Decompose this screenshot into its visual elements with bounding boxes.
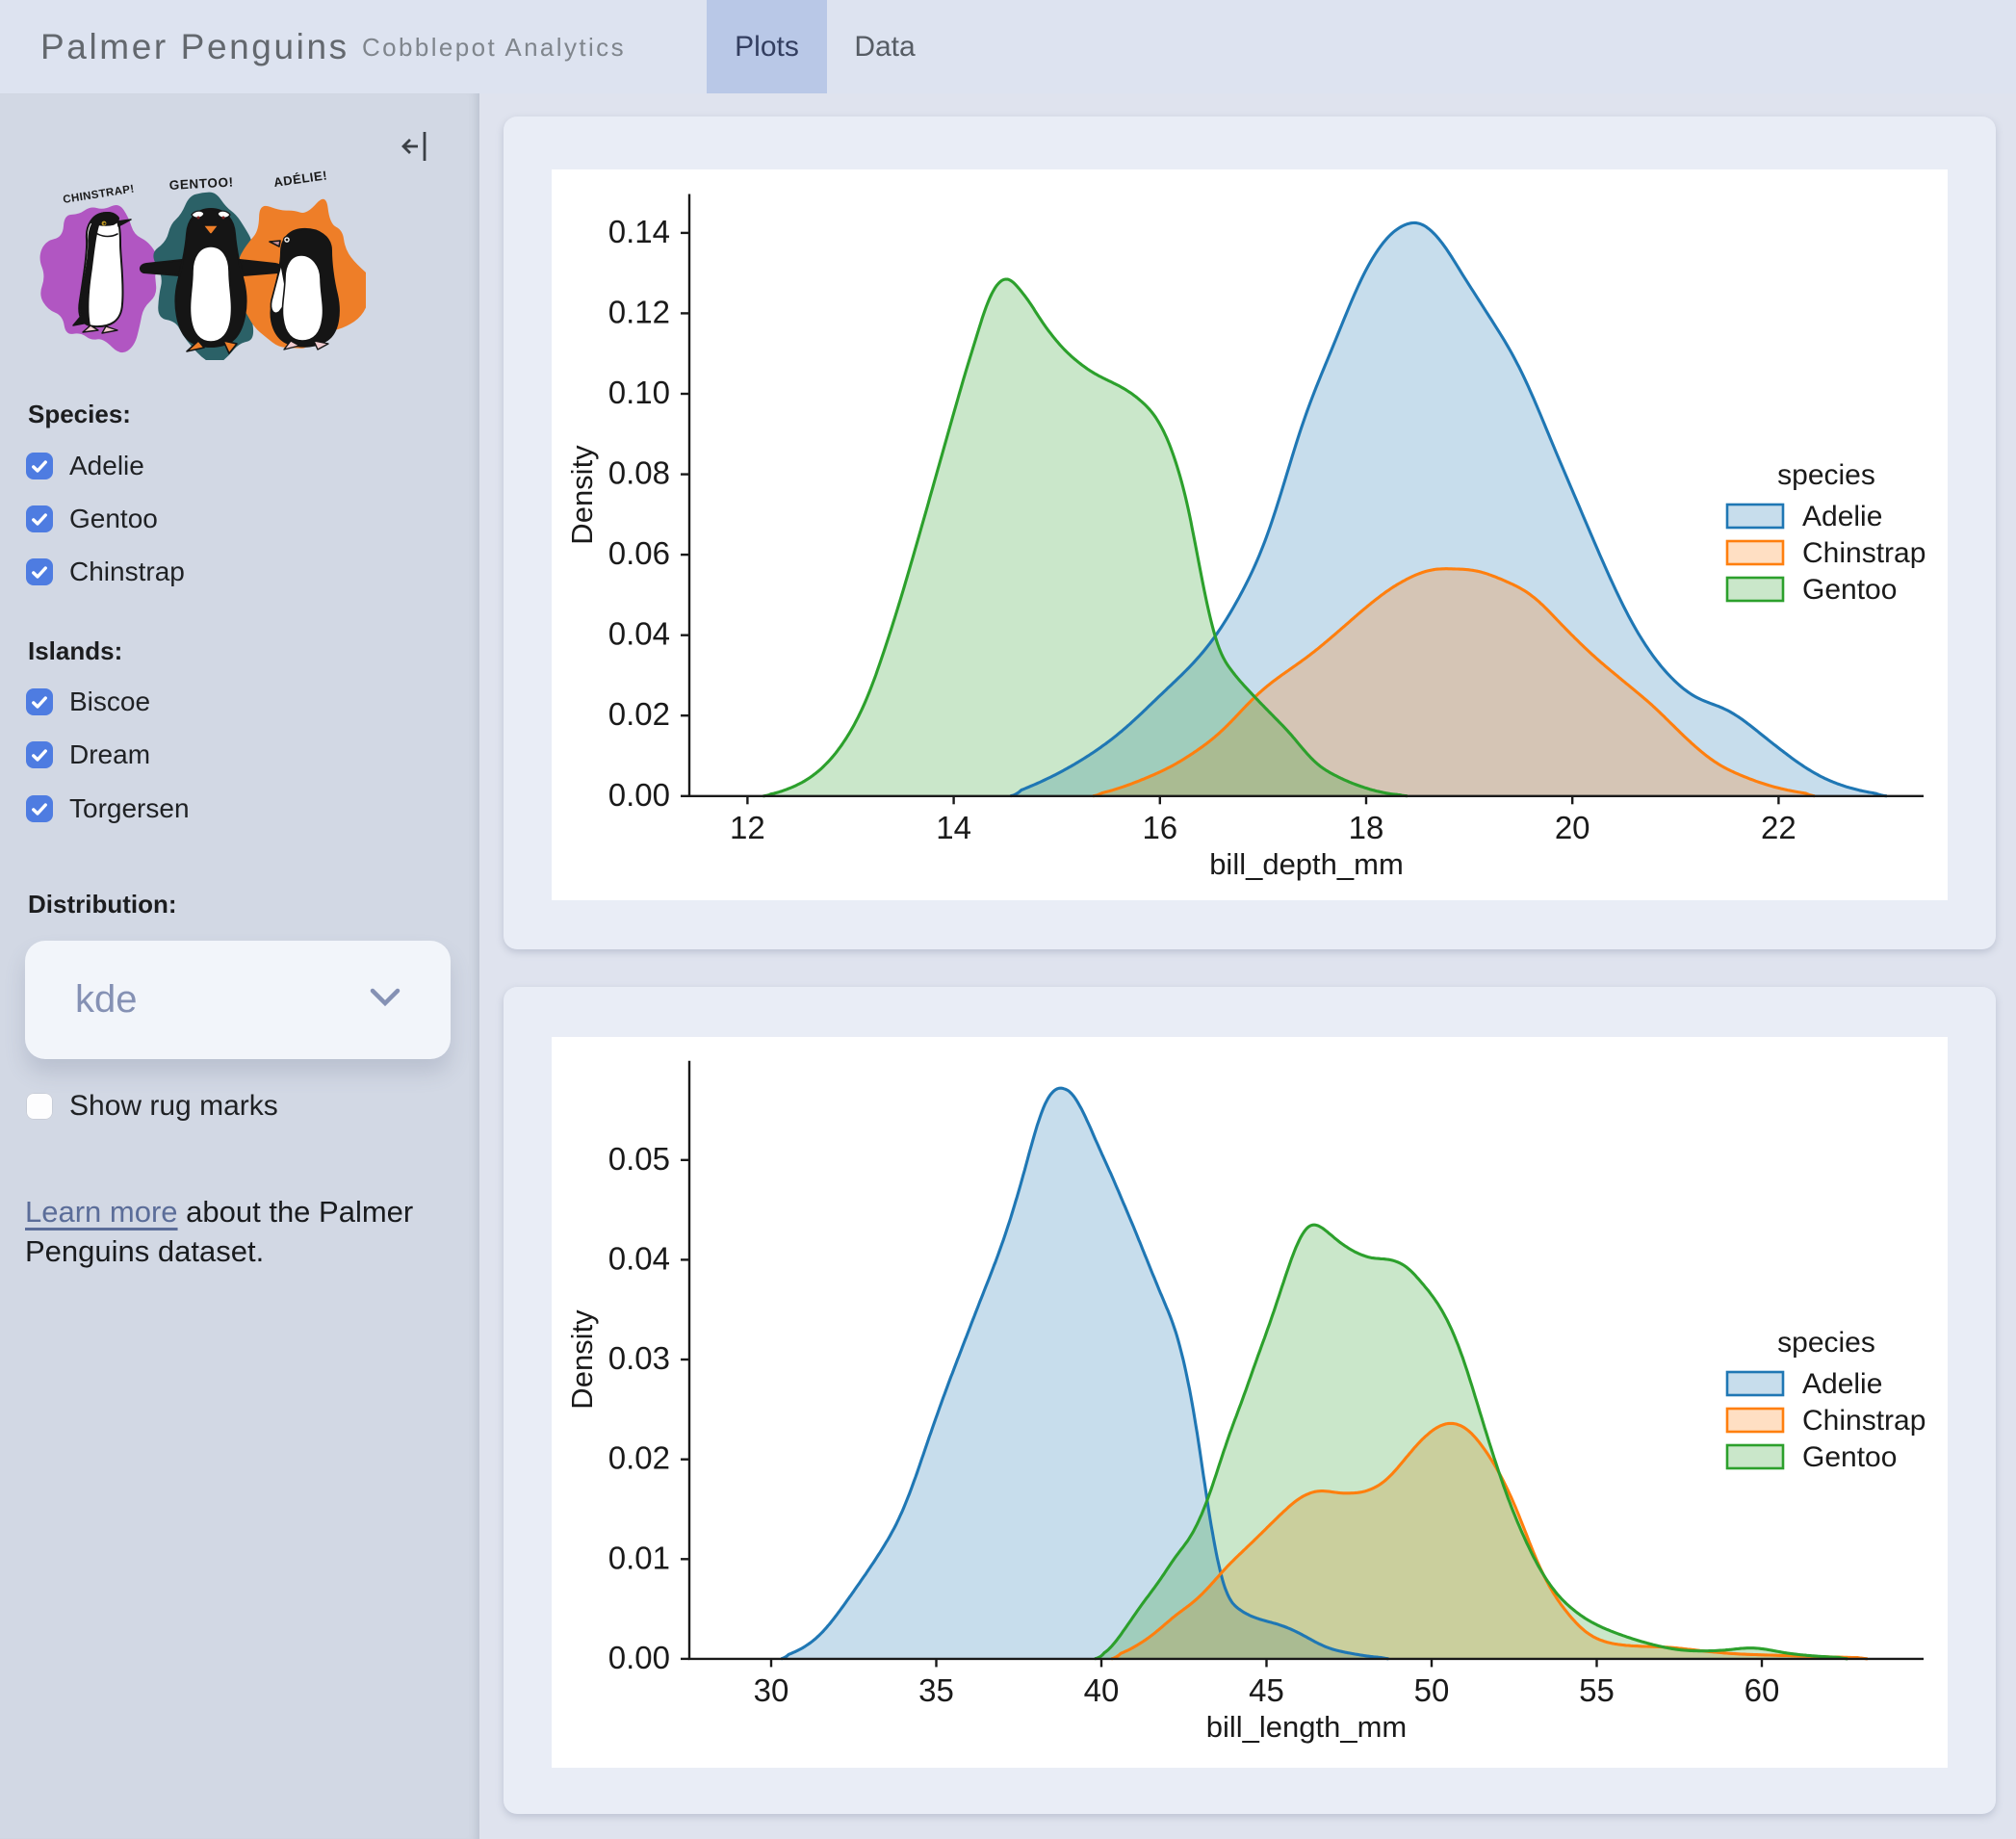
svg-text:0.10: 0.10: [608, 375, 670, 410]
svg-text:0.02: 0.02: [608, 696, 670, 732]
svg-text:GENTOO!: GENTOO!: [168, 175, 234, 193]
svg-text:Density: Density: [565, 1309, 599, 1410]
svg-text:0.08: 0.08: [608, 455, 670, 491]
svg-text:bill_depth_mm: bill_depth_mm: [1209, 847, 1404, 881]
svg-text:0.04: 0.04: [608, 1240, 670, 1276]
svg-text:45: 45: [1249, 1672, 1284, 1708]
svg-text:35: 35: [918, 1672, 954, 1708]
svg-text:55: 55: [1579, 1672, 1615, 1708]
svg-text:species: species: [1777, 1327, 1875, 1359]
svg-text:12: 12: [730, 810, 765, 845]
svg-text:40: 40: [1084, 1672, 1120, 1708]
svg-text:0.01: 0.01: [608, 1540, 670, 1575]
svg-text:18: 18: [1349, 810, 1384, 845]
svg-text:Gentoo: Gentoo: [1802, 1441, 1897, 1473]
svg-text:Adelie: Adelie: [1802, 1368, 1882, 1400]
svg-text:14: 14: [936, 810, 971, 845]
svg-text:bill_length_mm: bill_length_mm: [1206, 1710, 1408, 1744]
svg-text:0.05: 0.05: [608, 1141, 670, 1177]
svg-text:0.03: 0.03: [608, 1340, 670, 1376]
svg-text:0.14: 0.14: [608, 214, 670, 249]
svg-text:Chinstrap: Chinstrap: [1802, 537, 1926, 569]
svg-text:0.12: 0.12: [608, 294, 670, 329]
svg-text:0.00: 0.00: [608, 777, 670, 813]
svg-text:Adelie: Adelie: [1802, 501, 1882, 532]
svg-text:30: 30: [754, 1672, 789, 1708]
svg-text:Density: Density: [565, 445, 599, 545]
svg-text:0.00: 0.00: [608, 1640, 670, 1675]
svg-text:0.06: 0.06: [608, 535, 670, 571]
svg-text:ADÉLIE!: ADÉLIE!: [272, 168, 328, 190]
svg-text:20: 20: [1555, 810, 1590, 845]
svg-text:0.02: 0.02: [608, 1440, 670, 1476]
svg-text:50: 50: [1414, 1672, 1450, 1708]
svg-text:16: 16: [1142, 810, 1177, 845]
svg-text:CHINSTRAP!: CHINSTRAP!: [63, 183, 136, 206]
svg-text:species: species: [1777, 459, 1875, 491]
svg-text:0.04: 0.04: [608, 616, 670, 652]
svg-text:Chinstrap: Chinstrap: [1802, 1405, 1926, 1437]
svg-text:Gentoo: Gentoo: [1802, 574, 1897, 606]
svg-text:22: 22: [1761, 810, 1796, 845]
svg-text:60: 60: [1745, 1672, 1780, 1708]
